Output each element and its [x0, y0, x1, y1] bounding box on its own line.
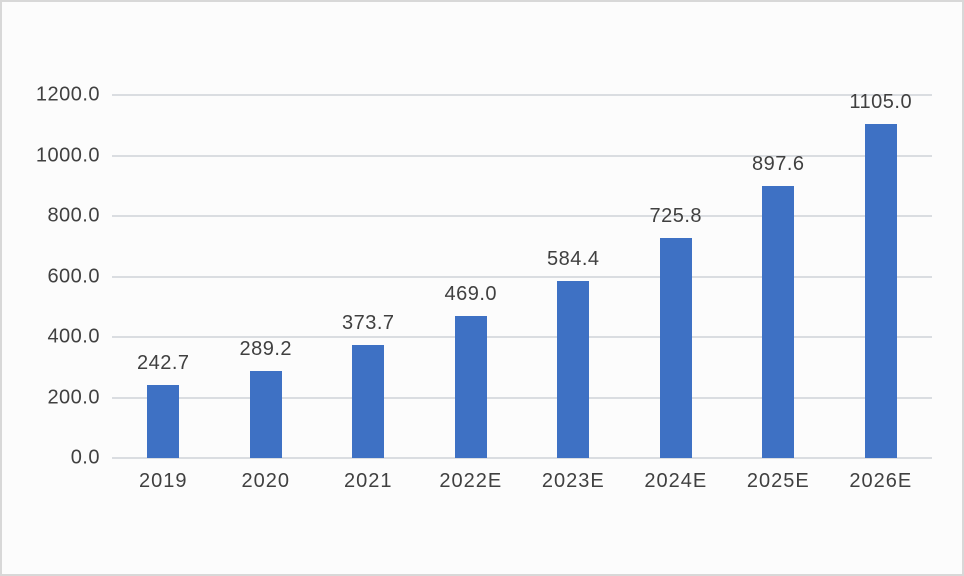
gridline: [112, 154, 932, 157]
gridline: [112, 457, 932, 459]
bar-value-label: 469.0: [444, 283, 498, 306]
bar-value-label: 897.6: [751, 153, 805, 176]
gridline: [112, 396, 932, 399]
bar-value-label: 1105.0: [849, 90, 913, 113]
bar: [352, 344, 385, 458]
gridline: [112, 94, 932, 96]
x-tick-label: 2025E: [746, 470, 810, 492]
x-axis: 2019 2020 2021 2022E 2023E 2024E 2025E 2026E: [112, 470, 932, 500]
bar: [454, 316, 487, 458]
bar: [864, 123, 897, 458]
bar: [147, 384, 180, 458]
y-tick-label: 400.0: [47, 325, 100, 348]
y-axis: 0.0 200.0 400.0 600.0 800.0 1000.0 1200.0: [2, 84, 100, 469]
x-tick-label: 2023E: [541, 470, 605, 492]
bar-value-label: 289.2: [239, 337, 293, 360]
bar-value-label: 584.4: [546, 248, 600, 271]
bar: [659, 238, 692, 458]
bar: [557, 281, 590, 458]
plot-area: 242.7 289.2 373.7 469.0 584.4 725.8 897.6 1105.…: [112, 91, 932, 459]
x-tick-label: 2022E: [439, 470, 503, 492]
y-tick-label: 800.0: [47, 204, 100, 227]
x-tick-label: 2020: [241, 470, 290, 492]
gridline: [112, 215, 932, 217]
gridline: [112, 275, 932, 278]
y-tick-label: 200.0: [47, 386, 100, 408]
bar-value-label: 373.7: [341, 311, 395, 334]
y-tick-label: 600.0: [47, 265, 100, 287]
y-tick-label: 1200.0: [35, 83, 100, 106]
y-tick-label: 0.0: [70, 446, 100, 469]
bar-value-label: 725.8: [649, 205, 703, 228]
x-tick-label: 2024E: [644, 470, 708, 492]
bar: [249, 370, 282, 458]
y-tick-label: 1000.0: [35, 144, 100, 166]
x-tick-label: 2026E: [849, 470, 913, 492]
gridline: [112, 336, 932, 338]
x-tick-label: 2021: [344, 470, 393, 492]
bar-value-label: 242.7: [136, 351, 190, 374]
x-tick-label: 2019: [139, 470, 188, 492]
bar: [762, 186, 795, 458]
